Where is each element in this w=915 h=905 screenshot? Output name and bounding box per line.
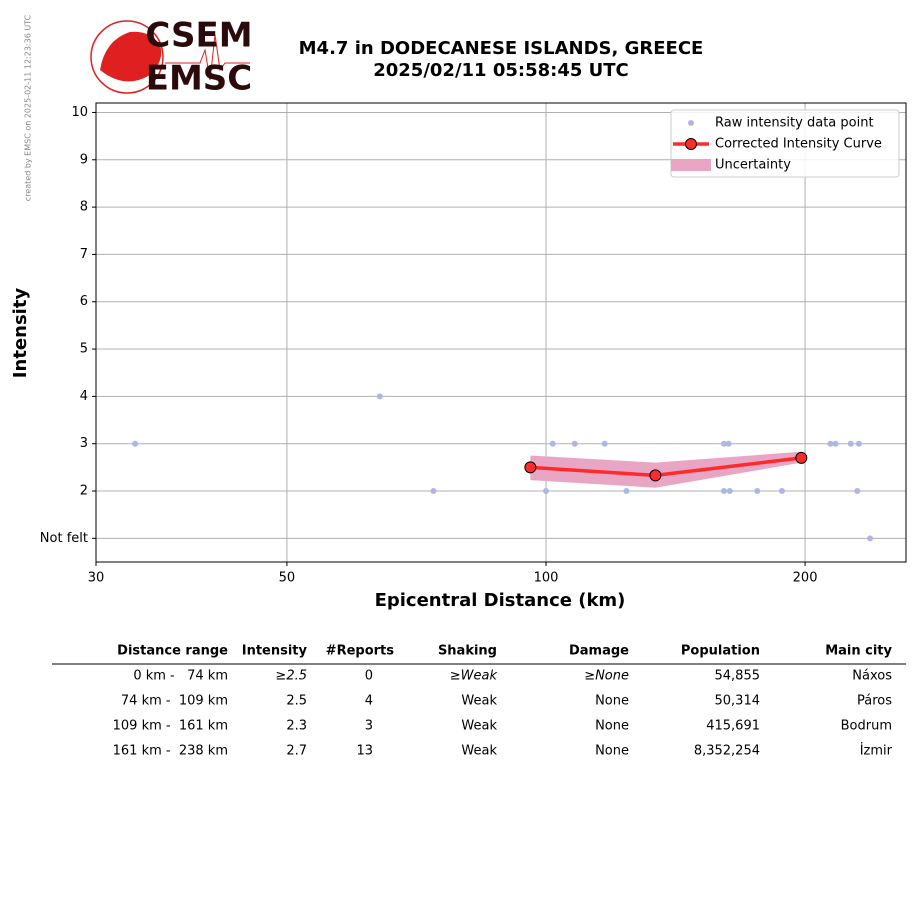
uncertainty-band [530,451,802,488]
plot-frame [95,102,907,563]
data-point [847,440,854,447]
chart-subtitle: 2025/02/11 05:58:45 UTC [373,60,629,81]
table-cell: ≥2.5 [275,669,307,684]
table-cell: 0 [365,669,373,684]
logo-text: EMSC [146,59,253,99]
data-point [376,393,383,400]
curve-marker [649,469,662,482]
data-point [726,488,733,495]
data-point [543,488,550,495]
table-cell: Bodrum [841,719,892,734]
table-cell: 54,855 [715,669,761,684]
table-cell: Weak [461,694,497,709]
data-point [549,440,556,447]
legend-swatch [688,120,694,126]
y-tick-label: 2 [80,484,88,499]
table-cell: None [595,719,629,734]
logo: CSEM EMSC [90,16,253,99]
x-tick-label: 30 [88,571,105,586]
table-cell: Náxos [852,669,892,684]
data-point [867,535,874,542]
y-axis-label: Intensity [10,288,31,379]
table-cell: 13 [356,744,373,759]
table-cell: Páros [857,694,892,709]
y-tick-label: 7 [80,247,88,262]
logo-text: CSEM [145,16,252,56]
table-cell: 415,691 [706,719,760,734]
data-point [601,440,608,447]
table-header: Shaking [438,644,497,659]
table-cell: 50,314 [715,694,761,709]
table-cell: 8,352,254 [694,744,760,759]
table-header: Main city [825,644,892,659]
table-cell: ≥Weak [450,669,498,684]
data-point [827,440,834,447]
data-point [720,440,727,447]
data-point [720,488,727,495]
legend [670,109,900,178]
table-cell: 2.3 [286,719,307,734]
table-cell: 0 km - 74 km [133,669,228,684]
table-header: Intensity [242,644,308,659]
legend-swatch [685,138,697,150]
y-tick-label: 10 [71,105,88,120]
x-tick-label: 50 [279,571,296,586]
y-tick-label: 9 [80,152,88,167]
curve-marker [524,461,537,474]
data-point [132,440,139,447]
table-header: Distance range [117,644,228,659]
table-cell: Weak [461,744,497,759]
table-cell: None [595,744,629,759]
table-header: Damage [569,644,629,659]
y-tick-label: 8 [80,200,88,215]
data-point [854,488,861,495]
table-cell: Weak [461,719,497,734]
data-point [778,488,785,495]
table-cell: ≥None [584,669,629,684]
table-cell: 161 km - 238 km [113,744,228,759]
y-tick-label: 3 [80,436,88,451]
y-tick-label: 5 [80,342,88,357]
side-note: created by EMSC on 2025-02-11 12:23:36 U… [24,14,33,201]
data-point [832,440,839,447]
data-point [430,488,437,495]
x-axis-label: Epicentral Distance (km) [375,590,626,611]
legend-label: Uncertainty [715,158,791,173]
x-tick-label: 200 [793,571,818,586]
x-tick-label: 100 [534,571,559,586]
legend-label: Corrected Intensity Curve [715,137,882,152]
y-tick-label: 4 [80,389,88,404]
table-cell: 109 km - 161 km [113,719,228,734]
table-cell: None [595,694,629,709]
table-cell: 2.5 [286,694,307,709]
table-cell: 3 [365,719,373,734]
legend-label: Raw intensity data point [715,116,874,131]
data-point [623,488,630,495]
data-point [725,440,732,447]
data-point [754,488,761,495]
table-cell: 4 [365,694,373,709]
table-header: #Reports [326,644,395,659]
curve-marker [795,451,808,464]
table-cell: 2.7 [286,744,307,759]
legend-swatch [671,159,711,171]
table-header: Population [681,644,760,659]
data-point [571,440,578,447]
data-point [855,440,862,447]
y-tick-label: 6 [80,294,88,309]
table-cell: 74 km - 109 km [121,694,228,709]
chart-title: M4.7 in DODECANESE ISLANDS, GREECE [299,38,704,59]
y-tick-label: Not felt [40,531,88,546]
table-cell: İzmir [860,743,893,759]
